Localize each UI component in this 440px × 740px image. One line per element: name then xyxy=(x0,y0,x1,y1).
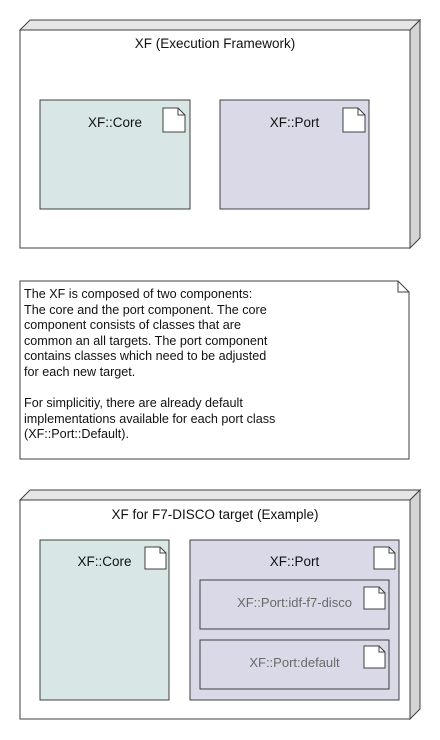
note-line: common an all targets. The port componen… xyxy=(24,333,268,348)
note-line: contains classes which need to be adjust… xyxy=(24,349,267,364)
note-fold-corner xyxy=(397,281,409,293)
component-xf-port[interactable] xyxy=(219,99,370,210)
xf-port-label: XF::Port xyxy=(269,115,320,130)
note-line: For simplicitiy, there are already defau… xyxy=(24,396,243,411)
xf-core-label: XF::Core xyxy=(87,115,142,130)
document-icon xyxy=(363,586,386,610)
note-line: for each new target. xyxy=(24,364,136,379)
note[interactable] xyxy=(19,280,410,460)
document-icon xyxy=(144,546,167,570)
document-icon xyxy=(373,546,396,570)
component-port-default[interactable] xyxy=(199,639,390,690)
xf-port-example-label: XF::Port xyxy=(269,554,320,569)
document-icon xyxy=(162,107,186,133)
node-xf-title: XF (Execution Framework) xyxy=(134,36,296,51)
document-icon xyxy=(342,107,366,133)
node-xf-f7-disco-title: XF for F7-DISCO target (Example) xyxy=(111,507,319,522)
note-line: The XF is composed of two components: xyxy=(24,287,253,301)
xf-core-example-label: XF::Core xyxy=(77,554,132,569)
component-xf-core-example[interactable] xyxy=(39,539,170,701)
note-line: component consists of classes that are xyxy=(24,318,242,333)
document-icon xyxy=(363,645,386,669)
component-xf-core[interactable] xyxy=(39,99,191,210)
component-port-idf-f7-disco[interactable] xyxy=(199,579,390,630)
note-line: (XF::Port::Default). xyxy=(24,427,129,442)
port-idf-f7-disco-label: XF::Port:idf-f7-disco xyxy=(237,595,352,610)
note-line: implementations available for each port … xyxy=(24,411,276,426)
note-line: The core and the port component. The cor… xyxy=(24,302,267,317)
note-text: The XF is composed of two components: Th… xyxy=(24,287,394,443)
port-default-label: XF::Port:default xyxy=(249,655,340,670)
